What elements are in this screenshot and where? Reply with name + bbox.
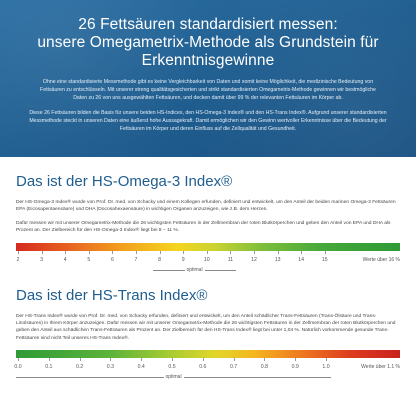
omega-heading: Das ist der HS-Omega-3 Index® — [16, 173, 233, 190]
omega-tick-label: 3 — [40, 256, 44, 263]
omega-scale: 2 3 4 5 6 7 8 9 10 11 12 13 14 15 Werte über 16 % opt… — [16, 242, 400, 281]
trans-werte-label: Werte über 1.1 % — [361, 364, 400, 371]
omega-tick-mark — [301, 250, 302, 254]
trans-tick-label: 0.8 — [260, 364, 268, 371]
trans-tick-mark — [110, 358, 111, 362]
omega-tick-label: 6 — [110, 256, 114, 263]
omega-tick-mark — [41, 250, 43, 254]
omega-tick-mark — [324, 250, 326, 254]
omega-tick-label: 15 — [321, 256, 328, 263]
omega-tick-mark — [65, 250, 66, 254]
hero-paragraph-2: Diese 26 Fettsäuren bilden die Basis für… — [29, 110, 387, 132]
trans-tick-label: 0.0 — [14, 364, 22, 371]
hero-paragraph-1: Ohne eine standardisierte Messmethode gi… — [40, 79, 376, 101]
trans-gradient-bar — [16, 350, 400, 359]
omega-tick-mark — [254, 250, 255, 254]
omega-tick-mark — [88, 250, 90, 254]
omega-tick-mark — [18, 250, 19, 254]
omega-paragraph-2: Dafür messen wir mit unserer Omegametrix… — [16, 220, 391, 234]
trans-tick-label: 0.1 — [45, 364, 53, 371]
omega-paragraph-1: Der HS-Omega-3 Index® wurde von Prof. Dr… — [16, 200, 396, 213]
trans-tick-mark — [79, 358, 81, 362]
omega-tick-mark — [230, 250, 231, 254]
trans-tick-label: 0.7 — [229, 364, 238, 371]
trans-optimal-range: optimal — [16, 374, 331, 381]
trans-paragraph-1: Der HS-Trans Index® wurde von Prof. Dr. … — [16, 313, 396, 341]
trans-tick-mark — [48, 358, 50, 362]
trans-tick-marks — [16, 358, 400, 362]
omega-optimal-range: optimal — [153, 266, 236, 273]
omega-tick-labels: 2 3 4 5 6 7 8 9 10 11 12 13 14 15 — [16, 257, 400, 265]
hero-title-line-2: unsere Omegametrix-Methode als Grundstei… — [37, 34, 379, 51]
omega-tick-label: 10 — [203, 256, 210, 263]
trans-tick-labels: 0.0 0.1 0.2 0.3 0.4 0.5 0.6 0.7 0.8 0.9 1.0 — [14, 364, 400, 372]
trans-tick-label: 1.0 — [322, 364, 330, 371]
trans-tick-label: 0.4 — [137, 364, 145, 371]
trans-tick-mark — [172, 358, 173, 362]
trans-tick-mark — [18, 358, 19, 362]
omega-tick-mark — [159, 250, 161, 254]
omega-tick-label: 12 — [251, 256, 257, 263]
trans-tick-label: 0.6 — [199, 364, 207, 371]
hero-title-line-1: 26 Fettsäuren standardisiert messen: — [78, 16, 338, 33]
hero-title-line-3: Erkenntnisgewinne — [141, 52, 275, 69]
trans-tick-mark — [202, 358, 204, 362]
omega-gradient-bar — [16, 242, 400, 251]
omega-werte-label: Werte über 16 % — [362, 256, 400, 263]
omega-tick-label: 7 — [134, 256, 138, 263]
omega-optimal-label: optimal — [184, 266, 205, 273]
omega-tick-marks — [16, 250, 400, 255]
omega-tick-label: 5 — [87, 256, 91, 263]
omega-tick-label: 13 — [274, 256, 281, 263]
trans-scale: 0.0 0.1 0.2 0.3 0.4 0.5 0.6 0.7 0.8 0.9 1.0 Werte … — [14, 350, 400, 388]
trans-tick-label: 0.9 — [291, 364, 299, 371]
omega-tick-mark — [183, 250, 184, 254]
trans-tick-label: 0.5 — [168, 364, 176, 371]
trans-tick-label: 0.2 — [75, 364, 84, 371]
trans-tick-mark — [264, 358, 265, 362]
omega-tick-label: 14 — [298, 256, 305, 263]
trans-section: Das ist der HS-Trans Index® Der HS-Trans… — [0, 287, 416, 389]
trans-heading: Das ist der HS-Trans Index® — [16, 286, 208, 304]
omega-tick-label: 4 — [63, 256, 67, 263]
trans-optimal-label: optimal — [163, 374, 184, 381]
trans-tick-label: 0.3 — [106, 364, 114, 371]
omega-tick-label: 8 — [158, 256, 162, 263]
omega-tick-mark — [136, 250, 137, 254]
omega-section: Das ist der HS-Omega-3 Index® Der HS-Ome… — [0, 157, 416, 281]
trans-tick-mark — [233, 358, 235, 362]
omega-tick-mark — [277, 250, 279, 254]
trans-tick-mark — [295, 358, 296, 362]
hero-title: 26 Fettsäuren standardisiert messen: uns… — [0, 0, 416, 70]
omega-tick-mark — [206, 250, 208, 254]
hero-banner: 26 Fettsäuren standardisiert messen: uns… — [0, 0, 416, 157]
trans-tick-mark — [326, 358, 327, 362]
omega-tick-label: 2 — [16, 256, 20, 263]
omega-tick-label: 9 — [181, 256, 185, 263]
omega-tick-label: 11 — [227, 256, 234, 263]
omega-tick-mark — [112, 250, 113, 254]
trans-tick-mark — [141, 358, 142, 362]
